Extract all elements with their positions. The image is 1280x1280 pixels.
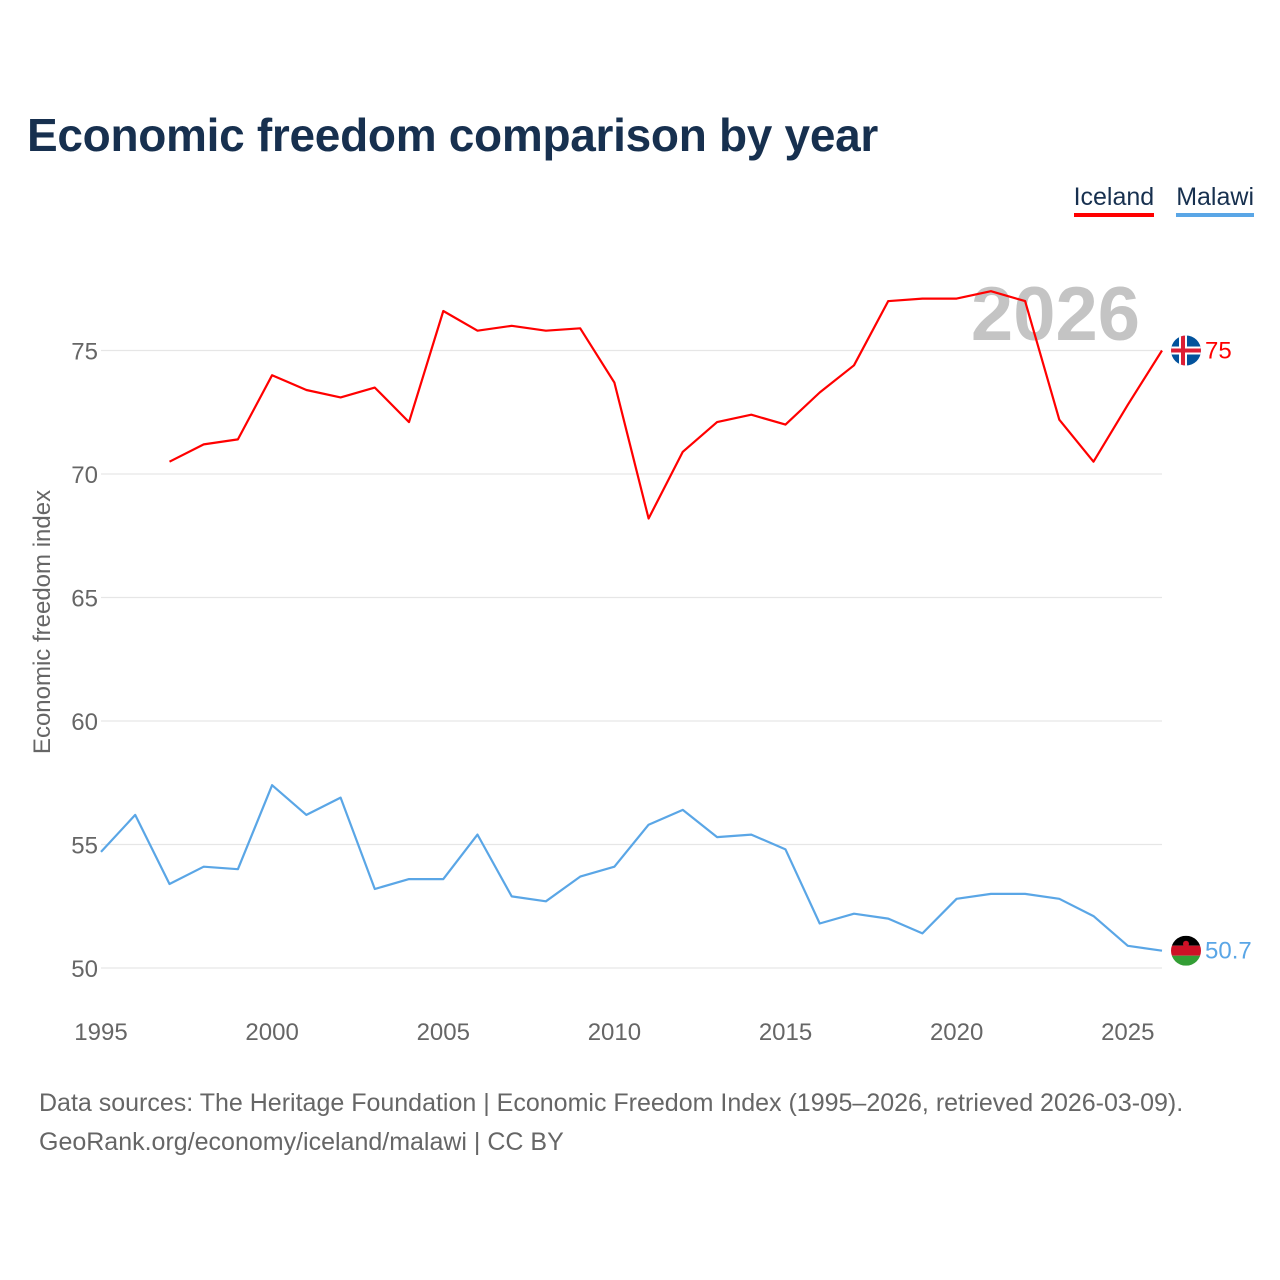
x-tick-label: 2020	[930, 1019, 983, 1046]
y-tick-label: 70	[71, 462, 98, 489]
series-line-malawi[interactable]	[100, 784, 1163, 952]
series-lines	[100, 290, 1163, 952]
legend-item-iceland[interactable]: Iceland	[1073, 183, 1155, 217]
legend: Iceland Malawi	[1073, 183, 1254, 217]
footer-sources: Data sources: The Heritage Foundation | …	[39, 1089, 1184, 1117]
malawi-flag-icon	[1171, 935, 1201, 966]
footer: Data sources: The Heritage Foundation | …	[39, 1084, 1183, 1162]
chart-title: Economic freedom comparison by year	[27, 109, 878, 161]
y-tick-label: 55	[71, 833, 98, 860]
year-watermark: 2026	[971, 272, 1140, 357]
x-tick-label: 2010	[588, 1019, 641, 1046]
legend-item-malawi[interactable]: Malawi	[1176, 183, 1254, 217]
y-tick-label: 50	[71, 956, 98, 983]
x-axis: 1995 2000 2005 2010 2015 2020 2025	[74, 1019, 1154, 1046]
x-tick-label: 2015	[759, 1019, 812, 1046]
y-tick-label: 65	[71, 586, 98, 613]
gridlines	[101, 349, 1162, 969]
footer-link[interactable]: GeoRank.org/economy/iceland/malawi | CC …	[39, 1128, 564, 1156]
x-tick-label: 2025	[1101, 1019, 1154, 1046]
x-tick-label: 2005	[417, 1019, 470, 1046]
x-tick-label: 1995	[74, 1019, 127, 1046]
end-value-label: 50.7	[1205, 938, 1252, 965]
x-tick-label: 2000	[245, 1019, 298, 1046]
series-line-iceland[interactable]	[169, 290, 1163, 520]
end-value-label: 75	[1205, 338, 1232, 365]
y-axis: 50 55 60 65 70 75	[71, 339, 98, 984]
y-axis-label: Economic freedom index	[29, 490, 56, 754]
end-markers: 75 50.7	[1171, 335, 1252, 966]
iceland-flag-icon	[1171, 335, 1201, 366]
y-tick-label: 75	[71, 339, 98, 366]
y-tick-label: 60	[71, 709, 98, 736]
